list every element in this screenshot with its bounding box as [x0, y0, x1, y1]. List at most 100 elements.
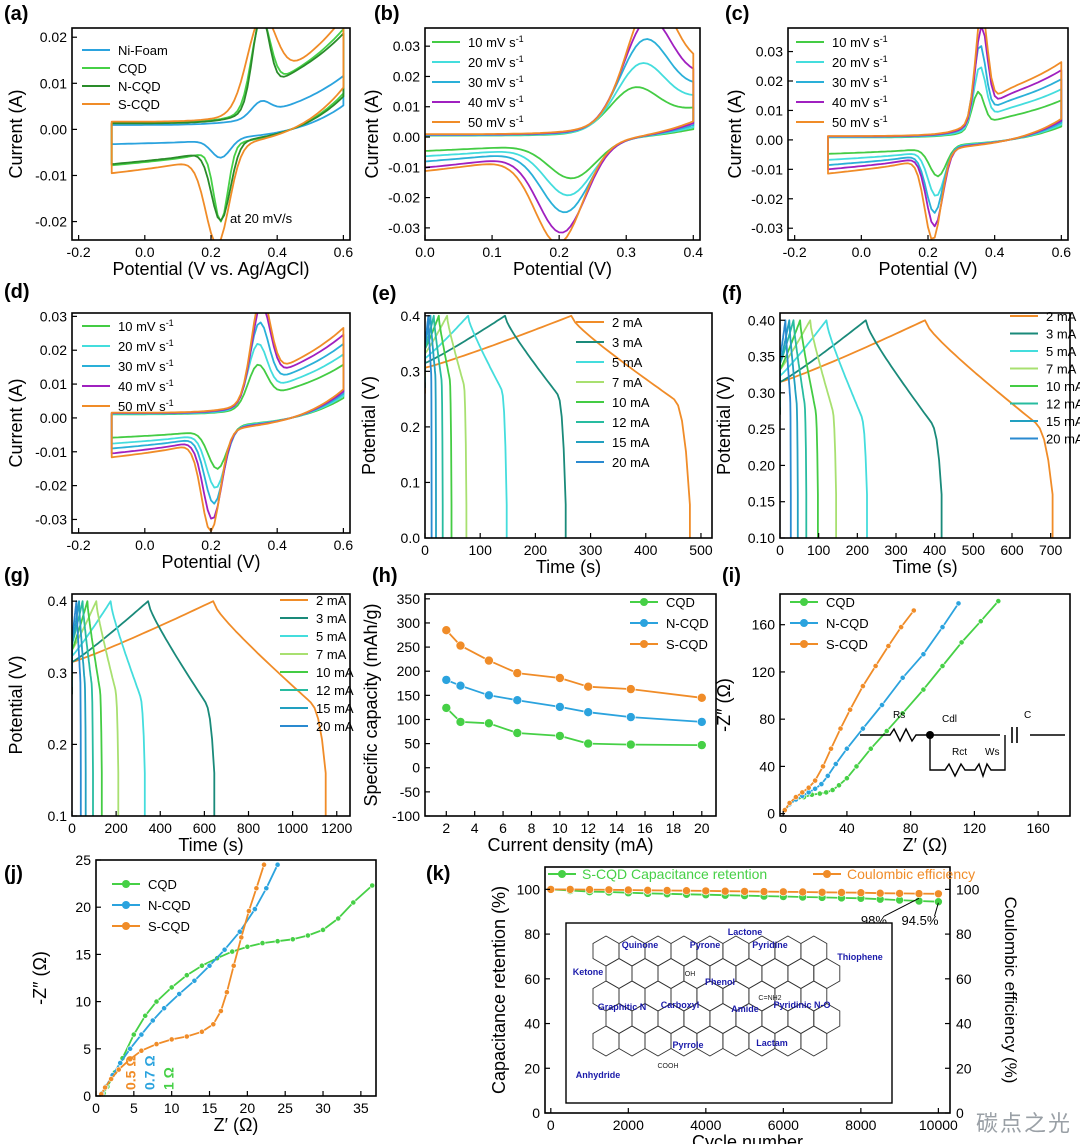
panel-label: (e): [372, 283, 396, 305]
legend-marker: [823, 870, 831, 878]
x-tick-label: 0.2: [918, 244, 938, 260]
y-tick-label: 25: [75, 852, 91, 868]
y-tick-label: 0: [83, 1088, 91, 1104]
x-tick-label: 15: [202, 1100, 218, 1116]
data-point: [130, 1031, 137, 1038]
series-line: [72, 600, 146, 816]
legend-label: Coulombic efficiency: [847, 866, 975, 882]
y-tick-label: 0: [767, 806, 775, 822]
data-point: [149, 1017, 156, 1024]
legend-label: CQD: [826, 595, 855, 610]
series-n-cqd: [781, 600, 962, 813]
x-axis-label: Potential (V): [878, 259, 977, 279]
data-point: [320, 927, 326, 933]
x-tick-label: 5: [130, 1100, 138, 1116]
y-tick-label: -100: [392, 808, 420, 824]
y2-tick-label: 20: [956, 1060, 972, 1076]
data-point: [867, 745, 874, 752]
legend-marker: [800, 619, 808, 627]
data-point: [625, 712, 636, 722]
data-point: [740, 887, 749, 896]
legend-label: S-CQD: [666, 637, 708, 652]
y-tick-label: 80: [759, 711, 775, 727]
inset-label: Carboxyl: [661, 1000, 700, 1010]
series-50-mv-s: [425, 28, 695, 240]
y-tick-label: -0.02: [35, 214, 67, 230]
x-tick-label: 700: [1039, 542, 1063, 558]
data-point: [786, 800, 793, 806]
panel-label: (f): [722, 283, 742, 305]
data-point: [829, 787, 836, 793]
x-axis-label: Time (s): [536, 557, 601, 577]
series-line: [72, 600, 82, 816]
data-point: [115, 1066, 122, 1073]
series-7-ma: [780, 319, 837, 538]
y-tick-label: 0.40: [748, 312, 775, 328]
y-axis-label: Current (A): [725, 89, 745, 178]
legend-label: 2 mA: [1046, 309, 1077, 324]
series-line: [425, 28, 695, 234]
x-axis-label: Z′ (Ω): [903, 835, 948, 855]
series-line: [425, 28, 695, 240]
data-point: [847, 706, 853, 713]
legend-label: 3 mA: [1046, 327, 1077, 342]
legend-label: 2 mA: [612, 315, 643, 330]
x-tick-label: 0: [68, 820, 76, 836]
x-tick-label: 0.6: [334, 537, 354, 553]
y-tick-label: 0.20: [748, 457, 775, 473]
legend-label: CQD: [666, 595, 695, 610]
x-tick-label: -0.2: [67, 537, 91, 553]
legend-label: 7 mA: [1046, 362, 1077, 377]
data-point: [127, 1056, 134, 1063]
data-point: [934, 889, 943, 899]
series-s-cqd: [781, 607, 917, 813]
y-tick-label: 40: [524, 1016, 540, 1032]
legend-label: CQD: [118, 61, 147, 76]
legend-label: 30 mV s-1: [468, 74, 524, 90]
data-point: [583, 707, 594, 718]
y-tick-label: 0.03: [756, 44, 783, 60]
panel-f: 0 100 200 300 400 500 600 700 0.10 0.15 0.20 0.25 0.…: [714, 283, 1080, 577]
x-tick-label: 2: [442, 820, 450, 836]
legend-label: 7 mA: [612, 375, 643, 390]
series-3-ma: [72, 600, 216, 816]
data-point: [108, 1076, 114, 1082]
plot-frame: [424, 593, 717, 817]
y-tick-label: 0.25: [748, 421, 775, 437]
data-point: [696, 692, 707, 703]
data-point: [138, 1047, 145, 1054]
series-5-ma: [72, 600, 146, 816]
data-point: [585, 885, 594, 894]
data-point: [117, 1060, 124, 1066]
data-point: [441, 703, 452, 713]
x-tick-label: 400: [923, 542, 947, 558]
series-15-ma: [72, 600, 87, 816]
y-tick-label: -0.02: [751, 191, 783, 207]
panel-a: -0.2 0.0 0.2 0.4 0.6 -0.02 -0.01 0.00 0.01 0.02 Po…: [4, 3, 353, 279]
y-tick-label: -0.01: [751, 161, 783, 177]
data-point: [682, 886, 691, 896]
x-tick-label: 6: [499, 820, 507, 836]
data-point: [198, 1028, 205, 1035]
data-point: [977, 618, 984, 625]
y-axis-label: Potential (V): [359, 376, 379, 475]
series-line: [425, 314, 691, 538]
data-point: [261, 861, 267, 868]
data-point: [176, 991, 183, 997]
inset-label: C=NH2: [758, 995, 781, 1002]
x-tick-label: 0.0: [135, 244, 155, 260]
series-line: [110, 28, 345, 222]
x-tick-label: 120: [963, 820, 987, 836]
series-7-ma: [72, 600, 120, 816]
series-line: [445, 679, 702, 723]
legend-label: 7 mA: [316, 647, 347, 662]
data-point: [441, 675, 452, 685]
y-tick-label: 0.01: [40, 75, 67, 91]
legend-label: N-CQD: [826, 616, 869, 631]
data-point: [210, 1021, 217, 1028]
y-tick-label: 0.02: [393, 68, 420, 84]
x-axis-label: Potential (V vs. Ag/AgCl): [112, 259, 309, 279]
series-2-ma: [425, 314, 691, 538]
inset-label: Graphitic N: [598, 1002, 647, 1012]
